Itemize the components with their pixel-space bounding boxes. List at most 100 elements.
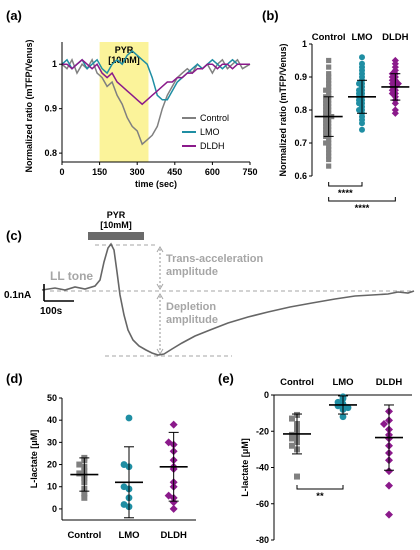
ll-tone-label: LL tone [50, 269, 93, 283]
data-point-control [81, 494, 88, 501]
data-point-control [326, 87, 332, 93]
data-point-control [323, 120, 329, 126]
data-point-control [326, 81, 332, 87]
category-label-dldh: DLDH [376, 377, 403, 388]
y-tick-label: 0.8 [44, 148, 57, 158]
significance-bracket [296, 485, 344, 490]
data-point-control [326, 140, 332, 146]
data-point-control [76, 470, 83, 477]
category-label-control: Control [280, 377, 314, 388]
significance-stars: **** [355, 203, 370, 214]
data-point-dldh [391, 56, 399, 65]
y-tick-label: 0.9 [294, 72, 307, 82]
data-point-control [326, 163, 332, 169]
x-tick-label: 750 [242, 167, 257, 177]
depletion-label-line2: amplitude [166, 314, 218, 326]
x-tick-label: 150 [92, 167, 107, 177]
data-point-control [323, 87, 329, 93]
data-point-control [326, 137, 332, 143]
current-trace-line [41, 242, 415, 356]
category-label-lmo: LMO [332, 377, 353, 388]
category-label-dldh: DLDH [160, 530, 187, 541]
significance-stars: **** [338, 188, 353, 199]
x-tick-label: 450 [167, 167, 182, 177]
y-tick-label: 1 [52, 59, 57, 69]
data-point-lmo [120, 461, 128, 468]
y-tick-label: -60 [256, 499, 269, 509]
legend-label-control: Control [200, 113, 229, 123]
panel-label-b: (b) [262, 8, 279, 23]
panel-label-d: (d) [6, 371, 23, 386]
data-point-lmo [339, 413, 347, 421]
category-label-control: Control [312, 32, 346, 43]
data-point-dldh [164, 491, 173, 500]
x-axis-title: time (sec) [135, 179, 177, 189]
trans-acceleration-arrowheads [156, 246, 164, 290]
data-point-control [326, 90, 332, 97]
y-tick-label: 0.6 [294, 171, 307, 181]
data-point-control [323, 97, 329, 103]
data-point-lmo [359, 60, 365, 67]
panel-b-scatter-chart: 0.6 0.7 0.8 0.9 1 Normalized ratio (mTFP/Venu… [278, 32, 410, 214]
data-point-dldh [380, 420, 388, 428]
panel-c-current-trace: PYR[10mM]Trans-accelerationamplitudeDepl… [4, 210, 415, 357]
data-point-control [323, 104, 329, 110]
y-tick-label: -40 [256, 463, 269, 473]
y-tick-label: 10 [47, 482, 57, 492]
panel-e-scatter-chart: -80 -60 -40 -20 0 L-lactate [μM] Control LMO DLD… [240, 377, 412, 545]
data-point-dldh [391, 106, 399, 114]
data-point-control [326, 64, 332, 70]
data-point-control [323, 123, 329, 130]
data-point-control [289, 435, 295, 442]
trans-acceleration-label-line2: amplitude [166, 266, 218, 278]
data-point-dldh [385, 467, 393, 476]
legend-label-lmo: LMO [200, 127, 220, 137]
data-point-control [323, 140, 329, 146]
data-point-control [326, 77, 332, 83]
data-point-dldh [164, 438, 173, 447]
panel-label-c: (c) [6, 228, 22, 243]
data-point-control [323, 117, 329, 123]
series-line-control [61, 58, 251, 146]
category-label-lmo: LMO [351, 32, 372, 43]
data-point-control [323, 127, 329, 133]
panel-label-e: (e) [218, 371, 234, 386]
y-axis-title: Normalized ratio (mTFP/Venus) [278, 43, 288, 176]
y-axis-title: L-lactate [μM] [240, 438, 250, 497]
data-point-control [81, 490, 88, 497]
x-tick-label: 0 [59, 167, 64, 177]
y-tick-label: 20 [47, 460, 57, 470]
data-point-control [294, 473, 300, 480]
legend-label-dldh: DLDH [200, 141, 225, 151]
pyr-concentration-label: [10mM] [100, 220, 132, 230]
data-point-dldh [394, 80, 402, 88]
data-point-control [326, 156, 332, 163]
significance-bracket [328, 182, 363, 187]
data-point-dldh [385, 481, 393, 490]
y-tick-label: 0.8 [294, 105, 307, 115]
data-point-control [326, 74, 332, 80]
data-point-dldh [169, 498, 178, 507]
data-point-lmo [359, 126, 365, 133]
pyr-label: PYR [115, 45, 134, 55]
data-point-control [326, 84, 332, 90]
data-point-control [323, 100, 329, 106]
depletion-label: Depletion [166, 301, 216, 313]
data-point-control [323, 107, 329, 113]
data-point-control [323, 110, 329, 116]
data-point-control [326, 150, 332, 156]
data-point-dldh [169, 504, 178, 513]
scale-bar-time-label: 100s [40, 306, 63, 317]
data-point-control [326, 143, 332, 149]
data-point-control [326, 57, 332, 64]
y-tick-label: 0 [52, 504, 57, 514]
data-point-lmo [120, 501, 128, 508]
data-point-dldh [169, 420, 178, 429]
data-point-lmo [125, 414, 133, 422]
panel-d-scatter-chart: 0 10 20 30 40 50 L-lactate [μM] Control LMO DLDH [29, 393, 196, 541]
trans-acceleration-label: Trans-acceleration [166, 253, 263, 265]
y-tick-label: 50 [47, 393, 57, 403]
panel-label-a: (a) [6, 8, 22, 23]
